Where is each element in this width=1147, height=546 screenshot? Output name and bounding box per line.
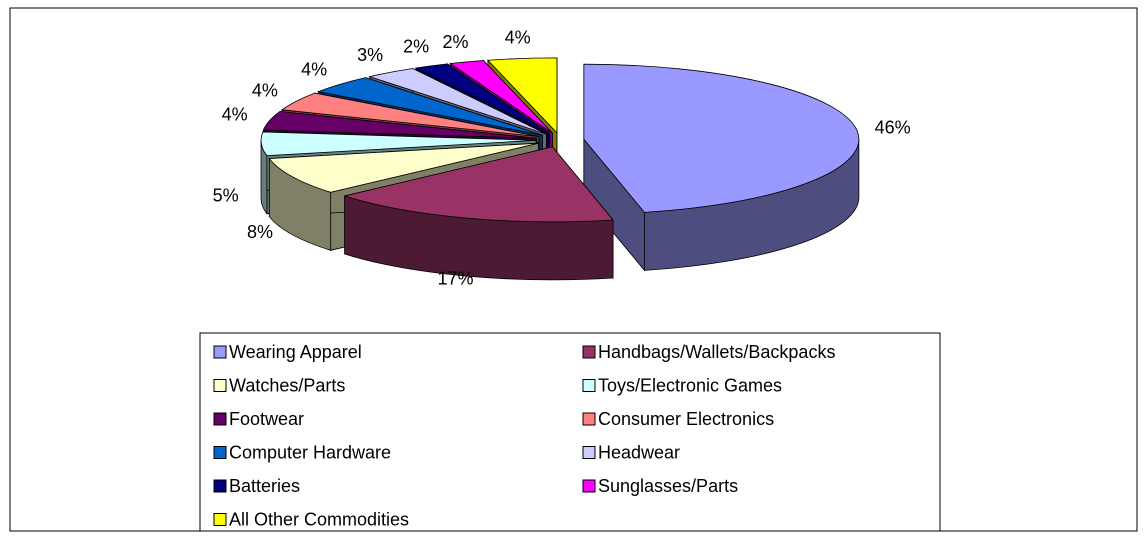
data-label: 46% bbox=[875, 117, 911, 137]
data-label: 8% bbox=[247, 222, 273, 242]
data-label: 2% bbox=[443, 32, 469, 52]
data-label: 2% bbox=[403, 37, 429, 57]
data-label: 4% bbox=[301, 60, 327, 80]
legend-swatch bbox=[213, 345, 227, 359]
legend-swatch bbox=[582, 379, 596, 392]
slice bbox=[268, 142, 539, 193]
legend-box bbox=[199, 332, 941, 532]
legend-label: All Other Commodities bbox=[229, 509, 409, 529]
legend-label: Toys/Electronic Games bbox=[598, 375, 782, 395]
legend-swatch bbox=[213, 412, 227, 426]
slice bbox=[449, 60, 553, 134]
slice bbox=[583, 63, 860, 213]
legend-swatch bbox=[582, 412, 596, 426]
data-label: 4% bbox=[252, 81, 278, 101]
legend-swatch bbox=[213, 446, 227, 459]
slice bbox=[316, 77, 543, 136]
data-label: 4% bbox=[505, 28, 531, 48]
data-label: 5% bbox=[213, 185, 239, 205]
legend-label: Batteries bbox=[229, 476, 300, 496]
pie-tops bbox=[260, 57, 860, 223]
slice bbox=[487, 57, 558, 134]
slice bbox=[368, 68, 547, 135]
slice bbox=[280, 92, 539, 137]
legend-label: Consumer Electronics bbox=[598, 409, 774, 429]
legend-swatch bbox=[213, 379, 227, 392]
legend-label: Computer Hardware bbox=[229, 442, 391, 462]
slice bbox=[414, 63, 550, 134]
legend-label: Wearing Apparel bbox=[229, 342, 362, 362]
legend-swatch bbox=[582, 479, 596, 493]
legend-swatch bbox=[213, 479, 227, 493]
slice bbox=[260, 131, 537, 157]
data-label: 4% bbox=[222, 105, 248, 125]
slice bbox=[343, 146, 614, 223]
legend-label: Handbags/Wallets/Backpacks bbox=[598, 342, 835, 362]
legend-label: Footwear bbox=[229, 409, 304, 429]
legend-label: Headwear bbox=[598, 442, 680, 462]
data-label: 3% bbox=[357, 45, 383, 65]
legend-label: Sunglasses/Parts bbox=[598, 476, 738, 496]
legend-swatch bbox=[582, 345, 596, 359]
slice bbox=[262, 111, 537, 139]
legend-swatch bbox=[582, 446, 596, 459]
data-label: 17% bbox=[438, 268, 474, 288]
legend-label: Watches/Parts bbox=[229, 375, 345, 395]
legend-swatch bbox=[213, 513, 227, 526]
